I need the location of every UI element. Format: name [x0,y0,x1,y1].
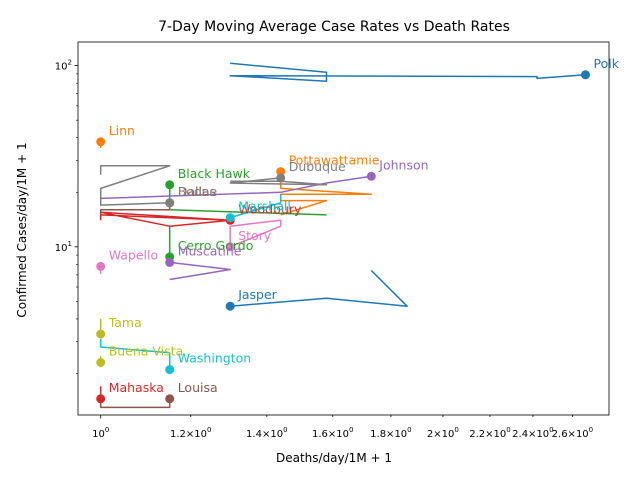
end-marker-linn [96,137,106,147]
series-line-woodbury [99,211,231,227]
point-label-boone: Boone [178,184,218,199]
plot-area [96,62,590,409]
end-marker-polk [581,70,590,80]
point-label-muscatine: Muscatine [178,243,242,258]
x-tick-label: 1.4×100 [246,426,287,440]
point-labels: Polk Jasper Linn Pottawattamie Black Hawk Cer… [108,56,620,395]
y-tick-label: 102 [55,59,72,73]
point-label-story: Story [238,228,272,243]
series-line-jasper [230,269,408,307]
end-marker-jasper [225,301,235,311]
point-label-jasper: Jasper [237,287,277,302]
series-line-dubuque [229,177,328,186]
series-line-washington [99,339,171,370]
point-label-cerro-gordo: Cerro Gordo [178,238,254,253]
x-tick-label: 2×100 [427,426,459,440]
end-marker-dubuque [276,173,286,183]
end-marker-muscatine [165,257,175,267]
y-axis-label: Confirmed Cases/day/1M + 1 [15,142,29,317]
point-label-dubuque: Dubuque [289,159,346,174]
point-label-buena-vista: Buena Vista [109,344,184,359]
point-label-dallas: Dallas [178,184,216,199]
end-marker-washington [165,365,175,375]
point-label-linn: Linn [109,123,135,138]
x-axis-label: Deaths/day/1M + 1 [276,451,392,465]
point-label-woodbury: Woodbury [238,201,302,216]
point-label-wapello: Wapello [109,247,158,262]
point-label-pottawattamie: Pottawattamie [289,153,380,168]
end-marker-tama [96,329,106,339]
end-marker-johnson [366,171,376,181]
point-label-mahaska: Mahaska [109,380,164,395]
end-marker-mahaska [96,394,106,404]
x-tick-label: 2.2×100 [469,426,510,440]
x-tick-label: 1.8×100 [370,426,411,440]
x-tick-label: 100 [92,426,109,440]
end-marker-black-hawk [165,180,175,190]
y-tick-label: 101 [55,240,72,254]
point-label-polk: Polk [594,56,620,71]
chart-title: 7-Day Moving Average Case Rates vs Death… [158,19,510,35]
series-line-johnson [100,175,372,200]
point-label-black-hawk: Black Hawk [178,166,251,181]
point-label-louisa: Louisa [178,380,218,395]
end-marker-pottawattamie [276,167,286,177]
series-line-story [229,219,282,248]
end-marker-boone [165,198,175,208]
point-label-marshall: Marshall [238,199,291,214]
point-label-johnson: Johnson [378,157,428,172]
series-line-boone [99,165,171,206]
end-marker-louisa [165,394,175,404]
axes: 100 1.2×100 1.4×100 1.6×100 1.8×100 2×100 2.2×… [55,41,610,440]
end-marker-story [225,242,235,252]
end-marker-wapello [96,261,106,271]
x-tick-label: 2.4×100 [512,426,553,440]
series-line-muscatine [169,261,231,281]
x-tick-label: 1.6×100 [312,426,353,440]
end-marker-marshall [225,213,235,223]
end-marker-buena-vista [96,358,106,367]
point-label-washington: Washington [178,351,251,366]
axes-frame [77,41,610,416]
point-label-tama: Tama [108,315,142,330]
series-line-marshall [229,194,282,219]
x-tick-label: 1.2×100 [170,426,211,440]
x-tick-label: 2.6×100 [552,426,593,440]
series-line-polk [229,62,586,82]
